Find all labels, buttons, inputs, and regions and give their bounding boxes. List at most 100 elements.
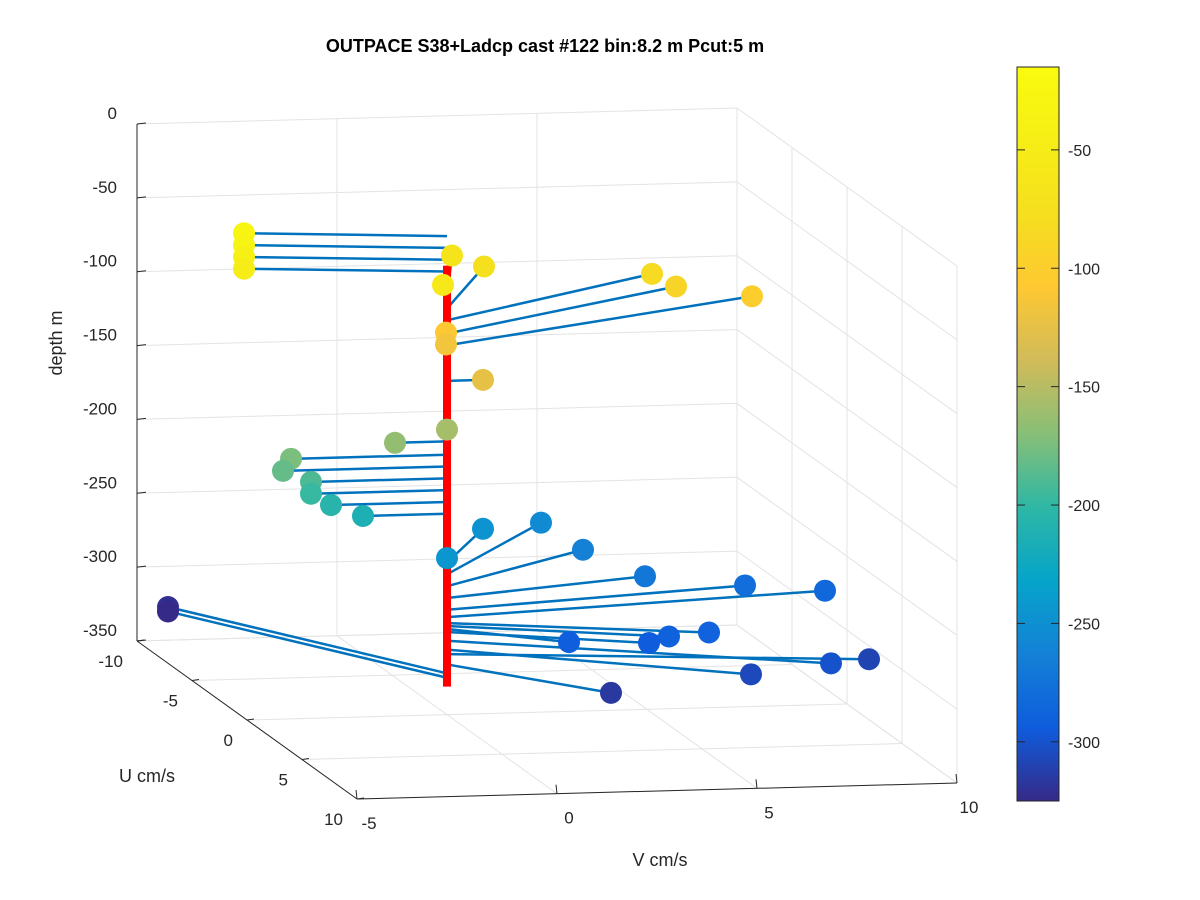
current-vector <box>290 453 448 461</box>
gridline <box>246 703 848 721</box>
data-layer <box>157 222 880 704</box>
data-point <box>432 273 454 296</box>
gridline <box>736 255 958 415</box>
gridline <box>136 624 738 642</box>
current-vector <box>330 500 448 507</box>
x-tick <box>136 639 145 642</box>
data-point <box>320 494 342 517</box>
gridline <box>736 550 958 710</box>
current-vector <box>446 584 746 612</box>
z-axis-label: depth m <box>46 310 66 375</box>
gridline <box>336 635 558 795</box>
z-tick-label: -350 <box>83 621 117 640</box>
y-tick-label: 5 <box>764 803 773 822</box>
data-point <box>740 663 762 686</box>
data-point <box>634 565 656 588</box>
current-vector <box>310 477 448 484</box>
x-tick-label: 10 <box>324 810 343 829</box>
data-point <box>472 517 494 540</box>
x-tick <box>191 679 200 681</box>
current-vector <box>167 605 448 675</box>
y-tick <box>355 789 358 800</box>
z-tick <box>136 491 147 494</box>
data-point <box>572 538 594 561</box>
data-point <box>698 621 720 644</box>
data-point <box>272 459 294 482</box>
gridline <box>736 476 958 636</box>
z-tick-label: -250 <box>83 473 117 492</box>
z-tick <box>136 196 147 199</box>
y-tick-label: -5 <box>361 814 376 833</box>
z-tick <box>136 565 147 568</box>
z-tick-label: -50 <box>92 178 117 197</box>
z-tick-label: -100 <box>83 252 117 271</box>
z-tick-label: 0 <box>108 104 117 123</box>
current-vector <box>446 285 677 335</box>
current-vector <box>362 512 448 518</box>
z-tick <box>136 270 147 273</box>
data-point <box>814 579 836 602</box>
data-point <box>858 648 880 671</box>
x-tick-label: -10 <box>98 652 123 671</box>
current-vector <box>446 624 670 638</box>
colorbar-ticks: -50 -100 -150 -200 -250 -300 <box>1017 143 1100 752</box>
data-point <box>157 600 179 623</box>
colorbar-tick-label: -150 <box>1068 380 1100 397</box>
colorbar-gradient <box>1016 66 1060 802</box>
gridline <box>536 629 758 789</box>
y-tick-label: 10 <box>960 798 979 817</box>
data-point <box>820 652 842 675</box>
data-point <box>384 431 406 454</box>
data-point <box>441 244 463 267</box>
gridline <box>136 181 738 199</box>
z-tick <box>136 122 147 125</box>
data-point <box>658 625 680 648</box>
data-point <box>300 482 322 505</box>
current-vector <box>243 232 448 238</box>
current-vector <box>446 639 832 665</box>
data-point <box>558 631 580 654</box>
data-point <box>734 574 756 597</box>
current-vector <box>446 548 584 588</box>
x-tick <box>246 718 255 721</box>
current-vector <box>243 255 448 261</box>
data-point <box>473 255 495 278</box>
y-tick <box>555 784 558 794</box>
gridline <box>301 743 903 760</box>
data-point <box>436 418 458 441</box>
data-point <box>233 257 255 280</box>
colorbar: -50 -100 -150 -200 -250 -300 <box>1016 66 1100 802</box>
current-vector <box>310 488 448 496</box>
current-vector <box>446 295 753 347</box>
z-tick-label: -150 <box>83 326 117 345</box>
gridline <box>736 403 958 562</box>
gridline <box>136 402 738 420</box>
x-tick-label: -5 <box>163 692 178 711</box>
gridline <box>736 329 958 488</box>
current-vector <box>446 589 826 619</box>
current-vector <box>243 267 448 273</box>
y-axis-label: V cm/s <box>632 850 687 870</box>
current-vector <box>446 521 542 576</box>
data-point <box>352 505 374 528</box>
data-point <box>638 631 660 654</box>
data-point <box>472 368 494 391</box>
current-vector <box>446 630 650 645</box>
data-point <box>600 681 622 704</box>
gridline <box>136 476 738 494</box>
y-tick-label: 0 <box>564 809 573 828</box>
colorbar-tick-label: -300 <box>1068 735 1100 752</box>
chart-title: OUTPACE S38+Ladcp cast #122 bin:8.2 m Pc… <box>326 36 764 56</box>
x-axis-label: U cm/s <box>119 766 175 786</box>
current-vector <box>243 243 448 250</box>
x-tick-label: 0 <box>224 731 233 750</box>
data-point <box>641 262 663 285</box>
z-tick-label: -300 <box>83 547 117 566</box>
data-point <box>741 285 763 308</box>
current-vector <box>446 272 653 322</box>
gridline <box>136 107 738 125</box>
colorbar-tick-label: -250 <box>1068 616 1100 633</box>
y-tick <box>755 779 758 789</box>
z-tick-label: -200 <box>83 399 117 418</box>
